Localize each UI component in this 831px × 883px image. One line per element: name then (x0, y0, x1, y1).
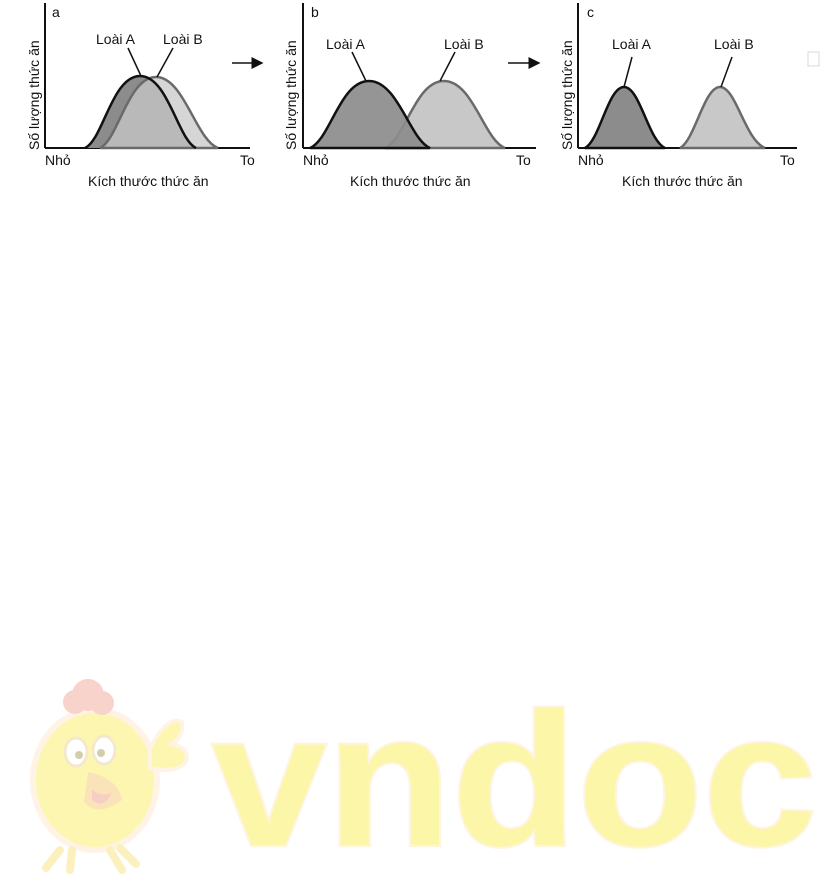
species-a-curve (584, 85, 666, 150)
species-a-outline (84, 74, 197, 150)
species-b-label: Loài B (714, 36, 754, 52)
x-axis-label: Kích thước thức ăn (88, 173, 209, 189)
species-a-pointer (127, 47, 142, 77)
species-a-label: Loài A (96, 31, 136, 47)
panel-letter: c (587, 4, 594, 20)
x-axis-label: Kích thước thức ăn (350, 173, 471, 189)
panel-c: Số lượng thức ăn c Loài A Loài B Nhỏ To … (559, 3, 797, 189)
species-a-curve (309, 79, 431, 150)
x-axis-label: Kích thước thức ăn (622, 173, 743, 189)
x-end-label: To (240, 152, 255, 168)
chicken-thumbs-up-icon (30, 679, 189, 874)
species-a-label: Loài A (326, 36, 366, 52)
panel-letter: b (311, 4, 319, 20)
species-b-label: Loài B (444, 36, 484, 52)
species-b-curve (679, 85, 766, 150)
corner-artifact (807, 51, 820, 67)
vndoc-watermark: vndoc (30, 672, 819, 883)
x-end-label: To (516, 152, 531, 168)
species-b-curve (99, 75, 219, 150)
species-b-pointer (439, 51, 456, 82)
species-a-pointer (623, 56, 633, 88)
y-axis-label: Số lượng thức ăn (283, 40, 299, 150)
species-b-label: Loài B (163, 31, 203, 47)
panel-b: Số lượng thức ăn b Loài A Loài B Nhỏ To … (283, 3, 536, 189)
panel-a: Số lượng thức ăn a Loài A Loài B Nhỏ To … (26, 3, 255, 189)
x-start-label: Nhỏ (45, 152, 71, 168)
species-a-label: Loài A (612, 36, 652, 52)
species-a-pointer (351, 51, 367, 82)
x-end-label: To (780, 152, 795, 168)
x-start-label: Nhỏ (303, 152, 329, 168)
watermark-text: vndoc (212, 674, 817, 883)
y-axis-label: Số lượng thức ăn (559, 40, 575, 150)
y-axis-label: Số lượng thức ăn (26, 40, 42, 150)
x-start-label: Nhỏ (578, 152, 604, 168)
niche-divergence-figure: Số lượng thức ăn a Loài A Loài B Nhỏ To … (26, 3, 820, 189)
species-b-pointer (156, 47, 174, 78)
panel-letter: a (52, 4, 60, 20)
species-b-pointer (720, 56, 733, 88)
